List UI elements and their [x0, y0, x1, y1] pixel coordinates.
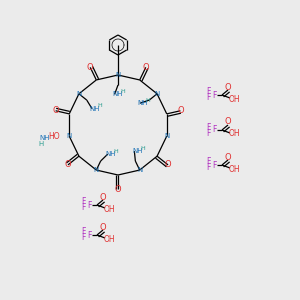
Text: O: O: [52, 106, 59, 115]
Text: NH: NH: [90, 106, 100, 112]
Text: F: F: [206, 94, 210, 103]
Text: OH: OH: [228, 130, 240, 139]
Text: H: H: [146, 98, 150, 103]
Text: N: N: [137, 167, 142, 173]
Text: NH: NH: [137, 100, 148, 106]
Text: OH: OH: [228, 164, 240, 173]
Text: O: O: [142, 63, 149, 72]
Text: O: O: [100, 193, 106, 202]
Text: F: F: [206, 128, 210, 137]
Text: N: N: [94, 167, 99, 173]
Text: F: F: [81, 203, 85, 212]
Text: F: F: [212, 160, 216, 169]
Text: O: O: [87, 63, 94, 72]
Text: F: F: [206, 164, 210, 172]
Text: N: N: [164, 133, 170, 139]
Text: F: F: [206, 122, 210, 131]
Text: O: O: [177, 106, 184, 115]
Text: O: O: [165, 160, 171, 169]
Text: O: O: [65, 160, 71, 169]
Text: N: N: [116, 72, 121, 78]
Text: O: O: [225, 152, 231, 161]
Text: O: O: [225, 118, 231, 127]
Text: F: F: [212, 125, 216, 134]
Text: F: F: [212, 91, 216, 100]
Text: NH: NH: [132, 148, 142, 154]
Text: N: N: [76, 91, 82, 97]
Text: H: H: [140, 146, 145, 151]
Text: NH: NH: [106, 151, 116, 157]
Text: O: O: [100, 223, 106, 232]
Text: F: F: [81, 227, 85, 236]
Text: OH: OH: [103, 205, 115, 214]
Text: O: O: [225, 82, 231, 91]
Text: F: F: [81, 197, 85, 206]
Text: F: F: [206, 88, 210, 97]
Text: HO: HO: [48, 132, 60, 141]
Text: F: F: [206, 158, 210, 166]
Text: N: N: [154, 91, 160, 97]
Text: N: N: [67, 133, 72, 139]
Text: F: F: [87, 200, 91, 209]
Text: OH: OH: [228, 94, 240, 103]
Text: H: H: [113, 148, 118, 154]
Text: F: F: [81, 233, 85, 242]
Text: F: F: [87, 230, 91, 239]
Text: NH: NH: [39, 135, 50, 141]
Text: O: O: [115, 184, 121, 194]
Text: OH: OH: [103, 235, 115, 244]
Text: NH: NH: [112, 92, 123, 98]
Text: H: H: [120, 89, 125, 94]
Text: H: H: [98, 103, 102, 108]
Text: H: H: [39, 141, 44, 147]
